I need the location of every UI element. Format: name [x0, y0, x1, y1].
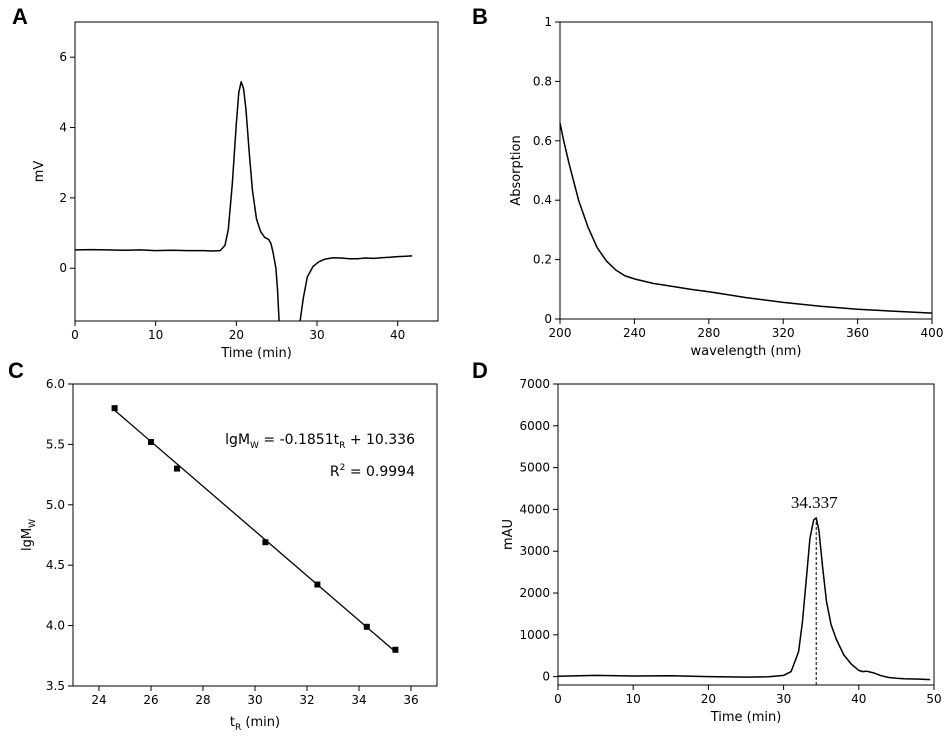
y-tick-label: 3000 — [519, 544, 550, 558]
panel-letter: D — [472, 358, 488, 383]
x-tick-label: 360 — [846, 326, 869, 340]
x-tick-label: 40 — [851, 692, 866, 706]
y-tick-label: 4 — [59, 121, 67, 135]
y-tick-label: 2000 — [519, 586, 550, 600]
x-tick-label: 0 — [71, 328, 79, 342]
y-axis-label-part: W — [28, 519, 38, 528]
x-tick-label: 30 — [309, 328, 324, 342]
x-tick-label: 10 — [148, 328, 163, 342]
y-tick-label: 1 — [544, 15, 552, 29]
x-tick-label: 40 — [390, 328, 405, 342]
x-axis-label-part: (min) — [241, 715, 280, 730]
y-axis-label: mV — [32, 161, 47, 183]
fit-equation-part: W — [250, 441, 259, 451]
r-squared: R2 = 0.9994 — [330, 463, 415, 480]
x-axis-label: wavelength (nm) — [691, 344, 802, 359]
y-tick-label: 4.0 — [46, 619, 65, 633]
y-tick-label: 5.0 — [46, 498, 65, 512]
y-tick-label: 0 — [544, 312, 552, 326]
panel-letter: B — [472, 4, 488, 29]
x-tick-label: 36 — [403, 693, 418, 707]
fit-equation-part: + 10.336 — [345, 432, 415, 448]
x-tick-label: 240 — [623, 326, 646, 340]
data-point — [148, 438, 154, 445]
series-line — [74, 81, 280, 322]
plot-frame — [557, 383, 935, 686]
x-axis-label-part: R — [235, 723, 241, 733]
y-axis-label: lgMW — [20, 519, 38, 551]
data-point — [314, 581, 321, 588]
data-point — [363, 623, 370, 630]
x-axis-label: tR (min) — [230, 715, 280, 733]
panel-letter: C — [8, 358, 24, 383]
x-tick-label: 320 — [772, 326, 795, 340]
y-tick-label: 6000 — [519, 419, 550, 433]
y-tick-label: 7000 — [519, 377, 550, 391]
plot-frame — [559, 21, 933, 320]
data-point — [111, 405, 118, 412]
y-axis-label-part: lgM — [20, 528, 35, 551]
x-tick-label: 20 — [229, 328, 244, 342]
y-tick-label: 0 — [542, 670, 550, 684]
series-line — [557, 517, 931, 681]
y-axis-label: mAU — [501, 519, 516, 550]
y-tick-label: 5000 — [519, 461, 550, 475]
data-point — [174, 465, 180, 472]
y-tick-label: 0 — [59, 261, 67, 275]
series-line — [299, 255, 413, 322]
y-tick-label: 0.8 — [533, 74, 552, 88]
x-tick-label: 34 — [351, 693, 366, 707]
x-tick-label: 26 — [143, 693, 158, 707]
plot-frame — [74, 21, 439, 322]
panel-d: D 0 10 20 30 40 50 0 1000 2000 3000 4000 5000 6000 700… — [472, 358, 942, 725]
x-tick-label: 10 — [626, 692, 641, 706]
x-tick-label: 32 — [299, 693, 314, 707]
panel-c: C24 26 28 30 32 34 363.54.04.55.05.56.0tR (min… — [8, 358, 438, 733]
y-tick-label: 2 — [59, 191, 67, 205]
x-tick-label: 50 — [926, 692, 941, 706]
y-tick-label: 6.0 — [46, 377, 65, 391]
x-axis-label-part: t — [230, 715, 235, 730]
x-axis-label: Time (min) — [220, 346, 292, 361]
x-tick-label: 0 — [554, 692, 562, 706]
r-squared-part: 2 — [340, 463, 346, 473]
x-tick-label: 24 — [91, 693, 106, 707]
panel-a: A 0 10 20 30 40 0 2 4 6 Time (min) mV — [12, 4, 439, 361]
r-squared-part: R — [330, 464, 340, 480]
peak-label: 34.337 — [791, 493, 838, 512]
fit-equation-part: lgM — [225, 432, 250, 448]
series-line — [559, 122, 933, 314]
x-tick-label: 200 — [549, 326, 572, 340]
x-tick-label: 30 — [776, 692, 791, 706]
data-point — [262, 539, 269, 546]
fit-equation-part: = -0.1851t — [259, 432, 340, 448]
y-tick-label: 4000 — [519, 502, 550, 516]
x-tick-label: 400 — [921, 326, 944, 340]
panel-b: B 200 240 280 320 360 400 0 0.2 0.4 0.6 0.8 1 wavelen… — [472, 4, 943, 359]
x-axis-label: Time (min) — [710, 710, 782, 725]
x-tick-label: 20 — [701, 692, 716, 706]
y-axis-label: Absorption — [509, 135, 524, 205]
y-tick-label: 0.6 — [533, 134, 552, 148]
y-tick-label: 5.5 — [46, 437, 65, 451]
fit-line — [114, 409, 396, 653]
x-tick-label: 28 — [195, 693, 210, 707]
panel-letter: A — [12, 4, 28, 29]
y-tick-label: 3.5 — [46, 679, 65, 693]
y-tick-label: 1000 — [519, 628, 550, 642]
y-tick-label: 0.4 — [533, 193, 552, 207]
fit-equation-part: R — [339, 441, 345, 451]
x-tick-label: 30 — [247, 693, 262, 707]
x-tick-label: 280 — [697, 326, 720, 340]
r-squared-part: = 0.9994 — [345, 464, 415, 480]
y-tick-label: 0.2 — [533, 253, 552, 267]
data-point — [392, 646, 399, 653]
y-tick-label: 4.5 — [46, 558, 65, 572]
fit-equation: lgMW = -0.1851tR + 10.336 — [225, 432, 415, 451]
y-tick-label: 6 — [59, 50, 67, 64]
